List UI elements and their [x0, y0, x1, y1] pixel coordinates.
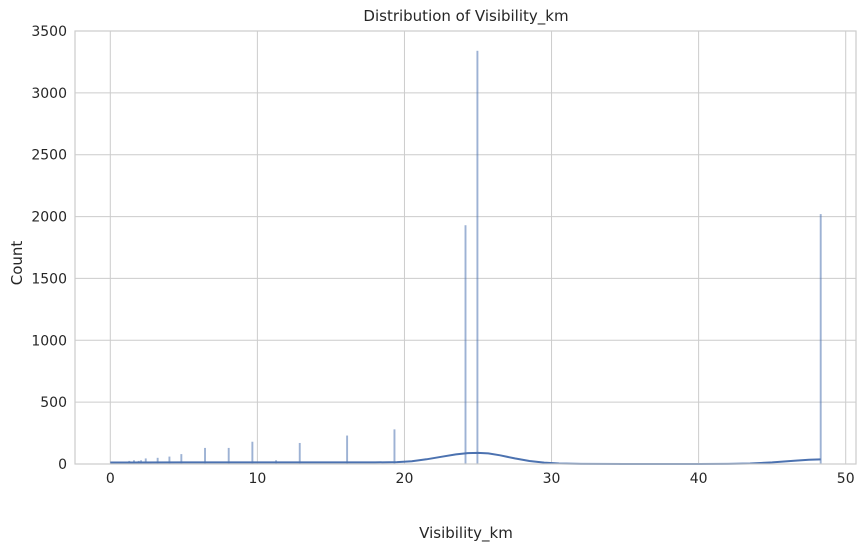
x-tick-label: 30	[543, 471, 561, 487]
chart-title: Distribution of Visibility_km	[363, 7, 568, 26]
histogram-bar	[156, 457, 159, 464]
histogram-bar	[144, 458, 147, 464]
histogram-bar	[168, 456, 171, 464]
histogram-bar	[819, 214, 822, 464]
x-tick-label: 20	[396, 471, 414, 487]
histogram-bar	[298, 442, 301, 464]
y-tick-label: 3000	[31, 86, 67, 102]
y-tick-label: 0	[58, 457, 67, 473]
histogram-bar	[251, 441, 254, 464]
x-tick-label: 10	[248, 471, 266, 487]
histogram-bar	[393, 429, 396, 464]
y-tick-label: 2500	[31, 148, 67, 164]
axes-frame	[74, 30, 857, 465]
plot-border	[74, 30, 857, 465]
y-axis-label: Count	[8, 241, 26, 286]
y-tick-label: 500	[40, 395, 67, 411]
y-tick-label: 2000	[31, 210, 67, 226]
y-tick-label: 1000	[31, 333, 67, 349]
y-tick-label: 3500	[31, 24, 67, 40]
histogram-bar	[227, 447, 230, 464]
histogram-bar	[464, 225, 467, 464]
x-axis-label: Visibility_km	[419, 524, 513, 543]
histogram-bar	[180, 454, 183, 464]
x-tick-label: 40	[690, 471, 708, 487]
x-tick-label: 50	[837, 471, 855, 487]
histogram-bar	[346, 435, 349, 464]
histogram-bar	[204, 447, 206, 464]
y-tick-label: 1500	[31, 271, 67, 287]
x-tick-label: 0	[106, 471, 115, 487]
histogram-bar	[476, 50, 479, 465]
